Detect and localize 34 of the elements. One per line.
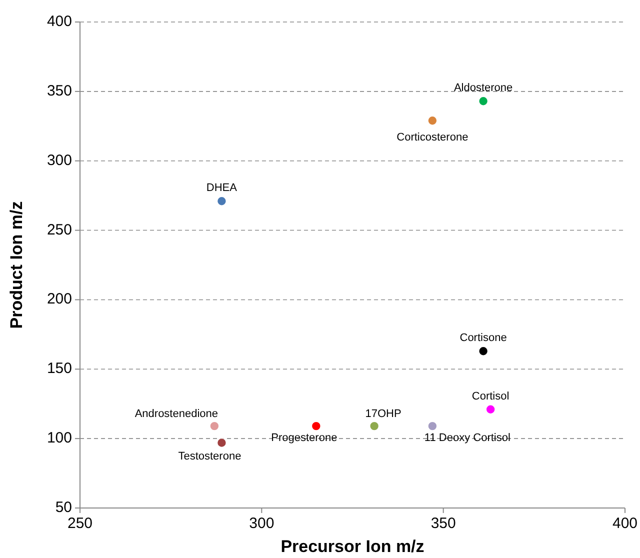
y-tick-label: 400 — [46, 12, 72, 30]
point — [478, 346, 488, 356]
point — [428, 421, 438, 431]
point — [216, 196, 227, 206]
x-tick-label: 250 — [67, 515, 93, 532]
y-tick-label: 350 — [46, 82, 72, 100]
y-tick-label: 300 — [46, 152, 72, 169]
series-label: Testosterone — [178, 450, 242, 463]
point — [428, 116, 438, 126]
x-tick-label: 350 — [430, 515, 456, 532]
y-tick-label: 50 — [55, 498, 72, 516]
y-tick-label: 250 — [46, 221, 72, 238]
x-tick-label: 300 — [249, 515, 274, 532]
x-axis-title: Precursor Ion m/z — [280, 537, 424, 556]
y-tick-label: 100 — [46, 430, 72, 447]
point — [210, 421, 220, 431]
x-tick-label: 400 — [612, 515, 638, 532]
point — [478, 96, 488, 106]
y-tick-label: 200 — [46, 290, 72, 308]
series-label: Cortisone — [460, 332, 507, 344]
series-label: Cortisol — [472, 390, 510, 402]
series-label: DHEA — [206, 182, 238, 194]
series-label: 11 Deoxy Cortisol — [424, 432, 510, 444]
series-label: Corticosterone — [396, 131, 468, 144]
y-tick-label: 150 — [46, 360, 72, 378]
point — [216, 438, 227, 448]
series-label: Progesterone — [271, 432, 338, 444]
point — [311, 421, 322, 431]
y-axis-title: Product Ion m/z — [7, 201, 26, 329]
point — [369, 421, 380, 431]
series-label: Aldosterone — [454, 82, 513, 94]
series-label: Androstenedione — [134, 408, 218, 420]
point — [486, 404, 496, 414]
series-label: 17OHP — [365, 408, 402, 420]
